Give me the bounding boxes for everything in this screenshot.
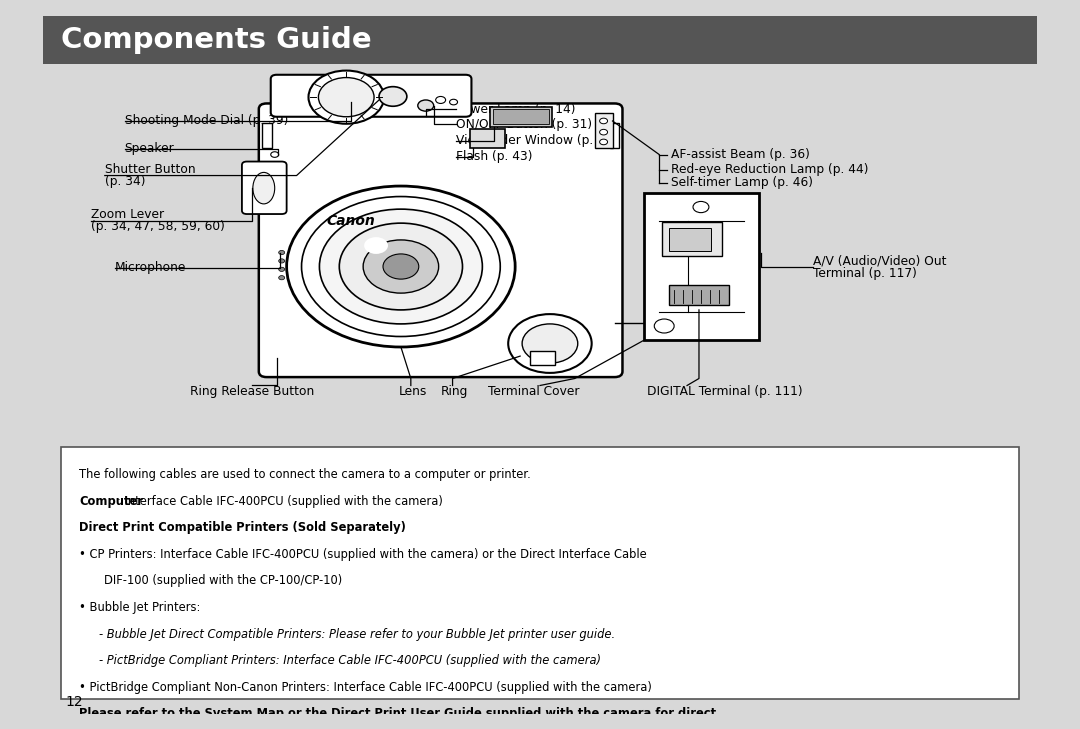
Text: A/V (Audio/Video) Out: A/V (Audio/Video) Out — [813, 254, 947, 268]
Text: Terminal Cover: Terminal Cover — [488, 386, 580, 399]
Text: Canon: Canon — [327, 214, 376, 228]
Text: Lens: Lens — [399, 386, 428, 399]
Text: Ring Release Button: Ring Release Button — [190, 386, 314, 399]
Bar — [490, 107, 552, 127]
Text: DIF-100 (supplied with the CP-100/CP-10): DIF-100 (supplied with the CP-100/CP-10) — [104, 574, 342, 588]
Text: : Interface Cable IFC-400PCU (supplied with the camera): : Interface Cable IFC-400PCU (supplied w… — [118, 495, 443, 507]
Text: ON/OFF Button (p. 31): ON/OFF Button (p. 31) — [456, 118, 592, 131]
Bar — [595, 112, 612, 147]
Circle shape — [320, 209, 483, 324]
Circle shape — [319, 77, 374, 117]
Bar — [471, 129, 505, 147]
Circle shape — [279, 276, 285, 280]
Text: Terminal (p. 117): Terminal (p. 117) — [813, 267, 917, 280]
Circle shape — [286, 186, 515, 347]
Text: DIGITAL Terminal (p. 111): DIGITAL Terminal (p. 111) — [647, 386, 802, 399]
Bar — [494, 109, 549, 125]
Circle shape — [379, 87, 407, 106]
FancyBboxPatch shape — [271, 75, 472, 117]
Text: Flash (p. 43): Flash (p. 43) — [456, 150, 532, 163]
Circle shape — [654, 319, 674, 333]
Circle shape — [599, 139, 608, 145]
Text: Computer: Computer — [79, 495, 143, 507]
Text: Microphone: Microphone — [114, 262, 186, 274]
Text: The following cables are used to connect the camera to a computer or printer.: The following cables are used to connect… — [79, 468, 530, 481]
Ellipse shape — [253, 172, 274, 204]
Text: 12: 12 — [65, 695, 83, 709]
Circle shape — [383, 254, 419, 279]
Text: Ring: Ring — [441, 386, 468, 399]
Text: Direct Print Compatible Printers (Sold Separately): Direct Print Compatible Printers (Sold S… — [79, 521, 406, 534]
Text: Self-timer Lamp (p. 46): Self-timer Lamp (p. 46) — [671, 176, 813, 189]
Text: • PictBridge Compliant Non-Canon Printers: Interface Cable IFC-400PCU (supplied : • PictBridge Compliant Non-Canon Printer… — [79, 681, 652, 694]
Text: - PictBridge Compliant Printers: Interface Cable IFC-400PCU (supplied with the c: - PictBridge Compliant Printers: Interfa… — [99, 654, 600, 667]
Text: Speaker: Speaker — [124, 142, 175, 155]
Text: • CP Printers: Interface Cable IFC-400PCU (supplied with the camera) or the Dire: • CP Printers: Interface Cable IFC-400PC… — [79, 548, 647, 561]
Text: • Bubble Jet Printers:: • Bubble Jet Printers: — [79, 601, 201, 614]
Circle shape — [522, 324, 578, 363]
Text: Please refer to the System Map or the Direct Print User Guide supplied with the : Please refer to the System Map or the Di… — [79, 707, 716, 729]
Bar — [670, 286, 729, 305]
Text: Zoom Lever: Zoom Lever — [91, 208, 164, 221]
Circle shape — [693, 201, 708, 213]
Circle shape — [449, 99, 458, 105]
Circle shape — [279, 268, 285, 271]
Text: Components Guide: Components Guide — [62, 26, 372, 54]
Circle shape — [509, 314, 592, 373]
Circle shape — [339, 223, 462, 310]
Text: AF-assist Beam (p. 36): AF-assist Beam (p. 36) — [671, 148, 810, 161]
Bar — [609, 123, 620, 147]
Circle shape — [599, 129, 608, 135]
Bar — [43, 16, 1037, 63]
Bar — [261, 123, 272, 147]
Circle shape — [301, 197, 500, 337]
Text: Red-eye Reduction Lamp (p. 44): Red-eye Reduction Lamp (p. 44) — [671, 163, 868, 176]
Circle shape — [271, 162, 279, 167]
FancyBboxPatch shape — [242, 162, 286, 214]
Text: (p. 34): (p. 34) — [105, 175, 146, 187]
Circle shape — [418, 100, 434, 111]
Bar — [530, 351, 555, 364]
Bar — [62, 447, 1018, 699]
Circle shape — [599, 118, 608, 124]
Circle shape — [279, 251, 285, 254]
Circle shape — [271, 171, 279, 177]
Text: - Bubble Jet Direct Compatible Printers: Please refer to your Bubble Jet printer: - Bubble Jet Direct Compatible Printers:… — [99, 628, 615, 641]
Text: Shutter Button: Shutter Button — [105, 163, 195, 176]
Circle shape — [309, 71, 384, 124]
Circle shape — [364, 237, 388, 254]
Circle shape — [435, 96, 446, 104]
Text: Power Lamp (p. 14): Power Lamp (p. 14) — [456, 103, 575, 116]
Text: Viewfinder Window (p. 36): Viewfinder Window (p. 36) — [456, 134, 617, 147]
FancyBboxPatch shape — [259, 104, 622, 377]
Circle shape — [363, 240, 438, 293]
Circle shape — [279, 259, 285, 263]
Circle shape — [271, 152, 279, 157]
Text: (p. 34, 47, 58, 59, 60): (p. 34, 47, 58, 59, 60) — [91, 220, 225, 233]
Bar — [670, 228, 711, 251]
Bar — [662, 222, 721, 256]
Text: Shooting Mode Dial (p. 39): Shooting Mode Dial (p. 39) — [124, 114, 288, 128]
Bar — [645, 193, 758, 340]
